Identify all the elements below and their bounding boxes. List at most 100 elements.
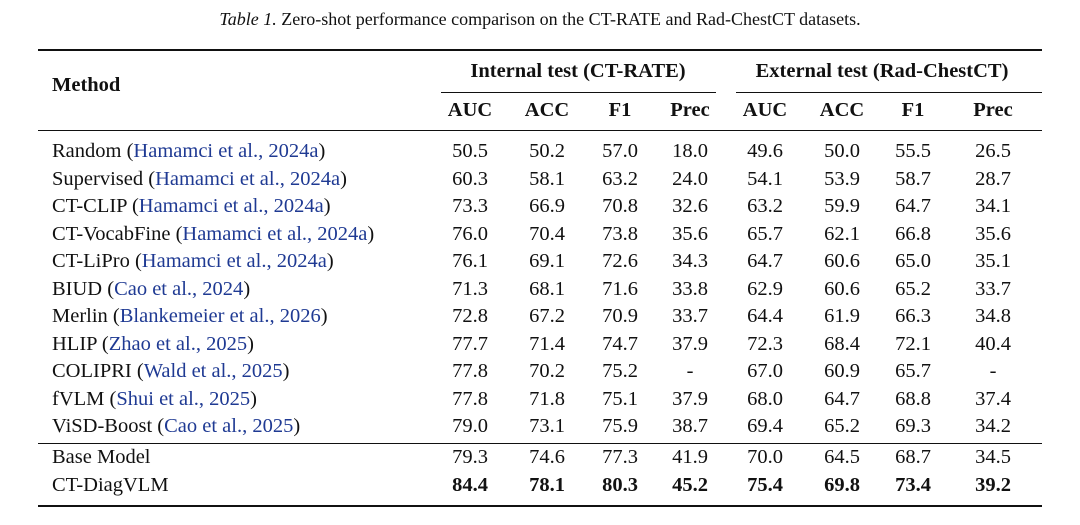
value-cell: 65.7 <box>747 222 783 245</box>
bracket: ) <box>247 332 254 355</box>
value-cell: 65.7 <box>895 360 931 382</box>
method-name: Merlin <box>52 305 108 327</box>
value-cell: 24.0 <box>672 167 708 190</box>
bracket: ) <box>323 195 331 217</box>
value-cell: 63.2 <box>747 195 783 217</box>
value-cell: 70.2 <box>529 360 565 382</box>
bracket: ( <box>136 360 144 382</box>
value-cell: 68.1 <box>529 277 565 300</box>
method-cell: CT-CLIP (Hamamci et al., 2024a) <box>52 193 331 219</box>
bracket: ) <box>243 277 251 300</box>
method-name: fVLM <box>52 387 105 410</box>
value-cell: 68.4 <box>824 332 860 355</box>
bracket: ( <box>112 305 120 327</box>
method-cell: Base Model <box>52 444 151 470</box>
citation: Hamamci et al., 2024a <box>182 222 368 245</box>
value-cell: 18.0 <box>672 140 708 162</box>
method-name: Random <box>52 140 122 162</box>
method-name: CT-VocabFine <box>52 222 171 245</box>
method-name: Supervised <box>52 167 144 190</box>
citation: Blankemeier et al., 2026 <box>119 305 321 327</box>
value-cell: 69.1 <box>529 250 565 272</box>
value-cell: 37.9 <box>672 387 708 410</box>
section-rule <box>38 443 1042 444</box>
bracket: ( <box>109 387 117 410</box>
value-cell: 35.6 <box>672 222 708 245</box>
value-cell: 50.0 <box>824 140 860 162</box>
citation: Cao et al., 2024 <box>114 277 244 300</box>
value-cell: 74.7 <box>602 332 638 355</box>
value-cell: 35.6 <box>975 222 1011 245</box>
caption-label: Table 1. <box>219 9 277 29</box>
value-cell: 33.7 <box>672 305 708 327</box>
bracket: ( <box>126 140 134 162</box>
value-cell: 54.1 <box>747 167 783 190</box>
value-cell: 58.7 <box>895 167 931 190</box>
citation: Hamamci et al., 2024a <box>133 140 319 162</box>
column-header: Prec <box>973 99 1013 121</box>
value-cell: 60.6 <box>824 277 860 300</box>
method-name: ViSD-Boost <box>52 415 153 437</box>
value-cell: 68.8 <box>895 387 931 410</box>
value-cell: 67.2 <box>529 305 565 327</box>
column-header: ACC <box>524 99 570 121</box>
value-cell: 75.2 <box>602 360 638 382</box>
value-cell: 40.4 <box>975 332 1011 355</box>
method-name: BIUD <box>52 277 103 300</box>
bracket: ( <box>175 222 183 245</box>
citation: Hamamci et al., 2024a <box>155 167 341 190</box>
value-cell: 75.1 <box>602 387 638 410</box>
value-cell: 64.7 <box>747 250 783 272</box>
value-cell: 70.8 <box>602 195 638 217</box>
value-cell: 68.0 <box>747 387 783 410</box>
bracket: ) <box>250 387 257 410</box>
value-cell: 26.5 <box>975 140 1011 162</box>
method-cell: ViSD-Boost (Cao et al., 2025) <box>52 413 300 439</box>
value-cell: 38.7 <box>672 415 708 437</box>
value-cell: 68.7 <box>895 446 931 468</box>
value-cell: 59.9 <box>824 195 860 217</box>
value-cell: 79.0 <box>452 415 488 437</box>
value-cell: 72.3 <box>747 332 783 355</box>
value-cell: 77.7 <box>452 332 488 355</box>
method-name: COLIPRI <box>52 360 132 382</box>
value-cell: 73.4 <box>895 473 931 496</box>
value-cell: 64.4 <box>747 305 783 327</box>
value-cell: 34.8 <box>975 305 1011 327</box>
value-cell: 76.1 <box>452 250 488 272</box>
bracket: ) <box>282 360 290 382</box>
column-header: F1 <box>901 99 925 121</box>
value-cell: 77.8 <box>452 387 488 410</box>
value-cell: 53.9 <box>824 167 860 190</box>
column-header: AUC <box>742 99 788 121</box>
method-cell: CT-DiagVLM <box>52 472 169 498</box>
value-cell: 67.0 <box>747 360 783 382</box>
value-cell: 73.8 <box>602 222 638 245</box>
citation: Cao et al., 2025 <box>164 415 294 437</box>
method-header: Method <box>52 74 121 96</box>
value-cell: 66.3 <box>895 305 931 327</box>
value-cell: 65.2 <box>895 277 931 300</box>
value-cell: 39.2 <box>975 473 1011 496</box>
value-cell: 41.9 <box>672 446 708 468</box>
value-cell: - <box>686 360 694 382</box>
value-cell: 71.3 <box>452 277 488 300</box>
value-cell: 70.4 <box>529 222 565 245</box>
method-cell: Merlin (Blankemeier et al., 2026) <box>52 303 328 329</box>
value-cell: 50.2 <box>529 140 565 162</box>
caption-text: Zero-shot performance comparison on the … <box>281 9 861 29</box>
value-cell: 37.9 <box>672 332 708 355</box>
bracket: ) <box>326 250 334 272</box>
method-cell: fVLM (Shui et al., 2025) <box>52 386 257 412</box>
citation: Hamamci et al., 2024a <box>141 250 327 272</box>
value-cell: 75.4 <box>747 473 783 496</box>
method-cell: BIUD (Cao et al., 2024) <box>52 276 250 302</box>
value-cell: 73.1 <box>529 415 565 437</box>
method-cell: CT-LiPro (Hamamci et al., 2024a) <box>52 248 334 274</box>
bracket: ) <box>318 140 326 162</box>
value-cell: 74.6 <box>529 446 565 468</box>
method-cell: Random (Hamamci et al., 2024a) <box>52 138 325 164</box>
value-cell: 72.8 <box>452 305 488 327</box>
method-cell: HLIP (Zhao et al., 2025) <box>52 331 254 357</box>
